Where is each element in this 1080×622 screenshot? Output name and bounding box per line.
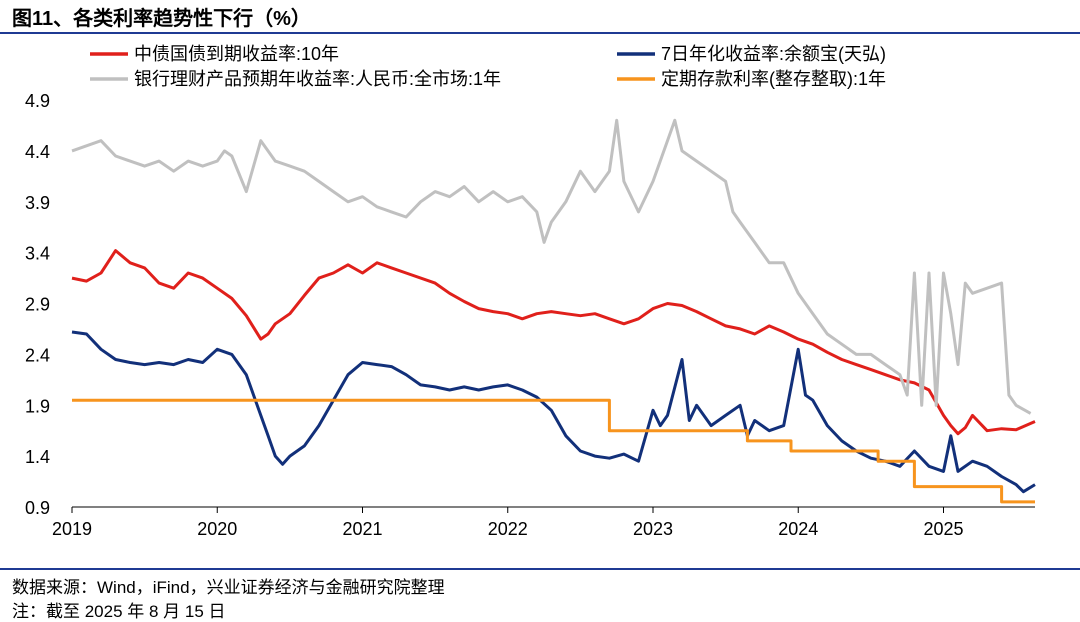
- series-line-3: [71, 118, 1032, 415]
- x-tick-label: 2025: [923, 519, 963, 539]
- y-tick-label: 1.9: [25, 396, 50, 416]
- legend-label: 7日年化收益率:余额宝(天弘): [661, 44, 886, 64]
- x-tick-label: 2020: [197, 519, 237, 539]
- chart-area: 中债国债到期收益率:10年 7日年化收益率:余额宝(天弘) 银行理财产品预期年收益率…: [25, 44, 1036, 539]
- y-axis: 0.9 1.4 1.9 2.4 2.9 3.4 3.9 4.4 4.9: [25, 91, 50, 518]
- y-tick-label: 1.4: [25, 447, 50, 467]
- footnote: 注：截至 2025 年 8 月 15 日: [12, 602, 226, 621]
- figure-title: 图11、各类利率趋势性下行（%）: [12, 8, 311, 30]
- y-tick-label: 4.4: [25, 142, 50, 162]
- x-tick-label: 2019: [52, 519, 92, 539]
- legend-label: 银行理财产品预期年收益率:人民币:全市场:1年: [134, 69, 501, 89]
- series-line-4: [72, 398, 1035, 504]
- y-tick-label: 4.9: [25, 91, 50, 111]
- series-line-2: [71, 330, 1036, 494]
- y-tick-label: 3.9: [25, 193, 50, 213]
- x-tick-label: 2024: [778, 519, 818, 539]
- plot-series: [71, 118, 1036, 504]
- y-tick-label: 3.4: [25, 244, 50, 264]
- top-rule: [0, 32, 1080, 34]
- legend-label: 中债国债到期收益率:10年: [134, 44, 339, 64]
- x-tick-label: 2023: [633, 519, 673, 539]
- legend: 中债国债到期收益率:10年 7日年化收益率:余额宝(天弘) 银行理财产品预期年收益率…: [90, 44, 886, 89]
- series-line-1: [71, 249, 1036, 436]
- y-tick-label: 2.4: [25, 345, 50, 365]
- y-tick-label: 0.9: [25, 498, 50, 518]
- x-tick-label: 2021: [342, 519, 382, 539]
- x-axis: 2019 2020 2021 2022 2023 2024 2025: [52, 506, 1035, 539]
- bottom-rule: [0, 568, 1080, 570]
- y-tick-label: 2.9: [25, 295, 50, 315]
- source-note: 数据来源：Wind，iFind，兴业证券经济与金融研究院整理: [12, 578, 445, 597]
- legend-label: 定期存款利率(整存整取):1年: [661, 69, 886, 89]
- x-tick-label: 2022: [488, 519, 528, 539]
